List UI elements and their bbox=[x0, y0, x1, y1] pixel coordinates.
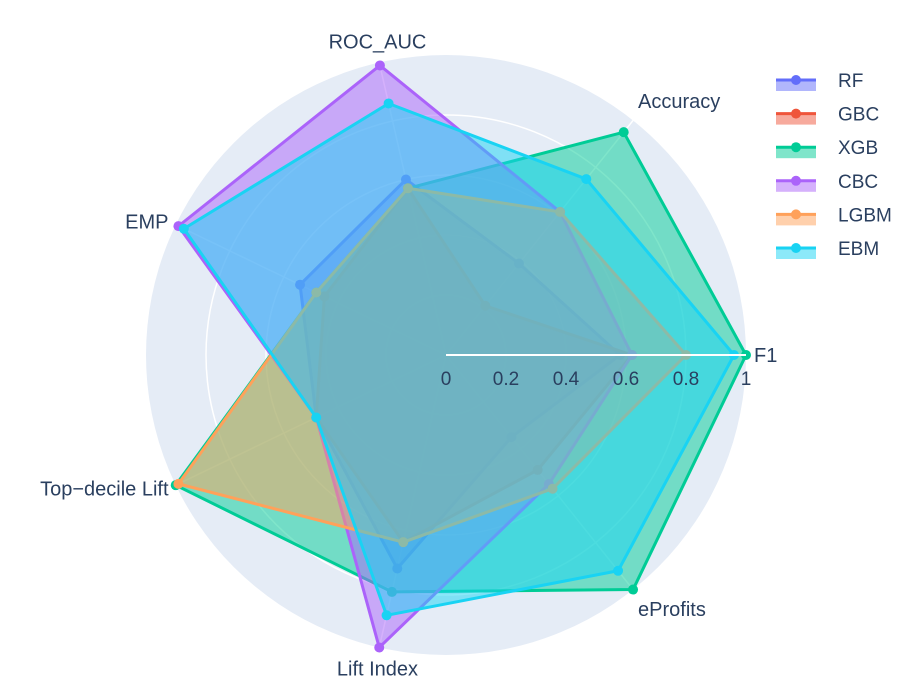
radial-tick-label: 0.4 bbox=[553, 369, 580, 390]
legend-label: RF bbox=[838, 71, 863, 92]
axis-label-2: ROC_AUC bbox=[329, 32, 427, 54]
axis-label-6: eProfits bbox=[638, 599, 706, 621]
legend-item-ebm[interactable]: EBM bbox=[776, 239, 879, 260]
radial-tick-label: 0.8 bbox=[673, 369, 699, 390]
axis-label-5: Lift Index bbox=[337, 658, 418, 680]
legend-label: LGBM bbox=[838, 205, 892, 226]
legend-item-lgbm[interactable]: LGBM bbox=[776, 205, 892, 226]
legend-item-cbc[interactable]: CBC bbox=[776, 172, 878, 193]
radial-tick-label: 1 bbox=[741, 369, 752, 390]
axis-label-1: Accuracy bbox=[638, 91, 720, 113]
data-point-ebm-3 bbox=[178, 223, 189, 234]
data-point-xgb-1 bbox=[618, 127, 629, 138]
series-ebm bbox=[178, 98, 739, 621]
legend-marker bbox=[791, 209, 801, 220]
radial-tick-label: 0.2 bbox=[493, 369, 519, 390]
legend-marker bbox=[791, 142, 801, 153]
data-point-ebm-4 bbox=[311, 412, 322, 423]
legend: RF GBC XGB CBC LGBM EBM bbox=[776, 71, 892, 260]
legend-marker bbox=[791, 243, 801, 253]
legend-label: EBM bbox=[838, 239, 879, 260]
legend-swatch bbox=[776, 180, 816, 192]
legend-swatch bbox=[776, 214, 816, 226]
data-point-lgbm-4 bbox=[173, 478, 184, 489]
legend-swatch bbox=[776, 80, 816, 91]
legend-label: XGB bbox=[838, 138, 878, 159]
data-point-cbc-2 bbox=[374, 60, 385, 71]
data-point-xgb-6 bbox=[628, 584, 639, 595]
legend-marker bbox=[791, 75, 801, 85]
data-point-ebm-1 bbox=[581, 174, 592, 185]
legend-marker bbox=[791, 175, 801, 186]
data-point-cbc-5 bbox=[374, 642, 385, 653]
axis-label-4: Top−decile Lift bbox=[40, 479, 169, 501]
axis-labels: 0 0.2 0.4 0.6 0.8 1F1 Accuracy ROC_AUC EMP Top−de… bbox=[40, 32, 777, 681]
legend-item-rf[interactable]: RF bbox=[776, 71, 863, 92]
data-point-ebm-5 bbox=[381, 610, 392, 621]
legend-item-xgb[interactable]: XGB bbox=[776, 138, 878, 159]
axis-label-0: F1 bbox=[754, 345, 777, 367]
legend-item-gbc[interactable]: GBC bbox=[776, 105, 879, 126]
series-layer bbox=[170, 60, 751, 653]
axis-label-3: EMP bbox=[125, 211, 168, 233]
radial-tick-label: 0 bbox=[441, 369, 452, 390]
legend-swatch bbox=[776, 248, 816, 259]
legend-marker bbox=[791, 108, 801, 119]
series-area-ebm bbox=[182, 101, 736, 617]
data-point-ebm-6 bbox=[613, 565, 624, 576]
legend-label: GBC bbox=[838, 105, 879, 126]
legend-label: CBC bbox=[838, 172, 878, 193]
legend-swatch bbox=[776, 147, 816, 159]
data-point-ebm-2 bbox=[383, 98, 394, 109]
legend-swatch bbox=[776, 113, 816, 125]
radial-tick-label: 0.6 bbox=[613, 369, 639, 390]
